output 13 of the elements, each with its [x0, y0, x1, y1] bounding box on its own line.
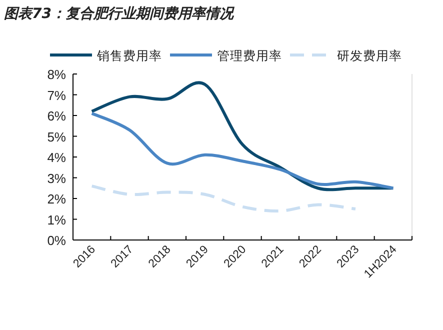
y-tick-label: 1%	[47, 212, 66, 228]
y-tick-label: 8%	[47, 67, 66, 82]
legend-label: 销售费用率	[96, 48, 162, 63]
y-tick-label: 6%	[47, 108, 66, 124]
y-tick-label: 5%	[47, 129, 66, 144]
y-tick-label: 2%	[47, 192, 66, 206]
y-tick-label: 0%	[47, 233, 66, 248]
y-tick-label: 7%	[47, 88, 66, 103]
legend-label: 管理费用率	[217, 48, 282, 63]
y-tick-label: 3%	[47, 170, 66, 186]
legend-label: 研发费用率	[337, 48, 402, 63]
y-tick-label: 4%	[47, 150, 66, 165]
chart-title: 图表73：复合肥行业期间费用率情况	[4, 5, 236, 22]
